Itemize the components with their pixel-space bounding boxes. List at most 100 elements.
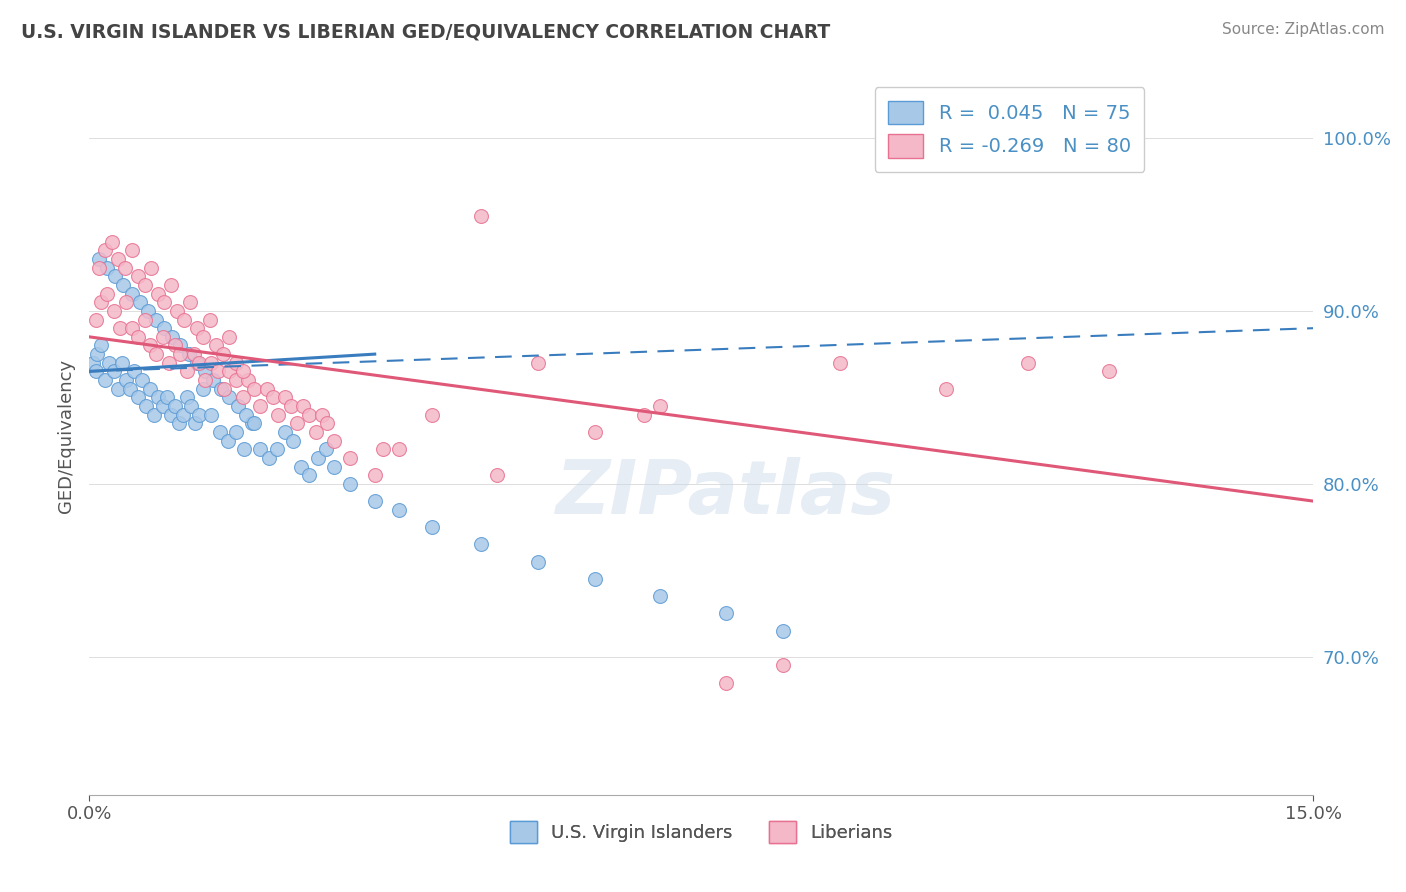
Point [162, 330, 184, 344]
Point [470, 209, 492, 223]
Point [152, 399, 174, 413]
Point [231, 390, 253, 404]
Point [298, 408, 321, 422]
Point [107, 252, 129, 266]
Point [134, 277, 156, 292]
Point [127, 390, 149, 404]
Point [167, 417, 190, 431]
Point [82, 356, 104, 370]
Point [118, 382, 141, 396]
Point [103, 364, 125, 378]
Point [179, 295, 201, 310]
Point [315, 442, 337, 457]
Point [650, 589, 672, 603]
Point [257, 450, 280, 465]
Point [305, 425, 328, 439]
Point [186, 356, 208, 370]
Point [212, 347, 235, 361]
Point [828, 356, 851, 370]
Point [280, 399, 302, 413]
Point [218, 330, 240, 344]
Point [108, 321, 131, 335]
Point [84, 312, 107, 326]
Point [235, 408, 257, 422]
Point [285, 417, 308, 431]
Point [388, 442, 411, 457]
Point [122, 364, 145, 378]
Point [633, 408, 655, 422]
Point [139, 338, 162, 352]
Point [172, 408, 194, 422]
Point [243, 382, 266, 396]
Point [135, 399, 157, 413]
Point [291, 399, 314, 413]
Point [307, 450, 329, 465]
Point [583, 425, 606, 439]
Point [371, 442, 394, 457]
Point [267, 408, 290, 422]
Point [322, 434, 344, 448]
Point [527, 356, 550, 370]
Point [96, 260, 118, 275]
Point [218, 390, 240, 404]
Point [127, 330, 149, 344]
Point [388, 502, 411, 516]
Point [143, 408, 166, 422]
Point [146, 286, 169, 301]
Point [103, 304, 125, 318]
Point [148, 390, 170, 404]
Point [101, 235, 124, 249]
Point [249, 442, 271, 457]
Point [274, 390, 297, 404]
Text: U.S. VIRGIN ISLANDER VS LIBERIAN GED/EQUIVALENCY CORRELATION CHART: U.S. VIRGIN ISLANDER VS LIBERIAN GED/EQU… [21, 22, 831, 41]
Point [169, 347, 191, 361]
Point [772, 658, 794, 673]
Point [218, 364, 240, 378]
Point [121, 286, 143, 301]
Point [159, 408, 181, 422]
Point [339, 476, 361, 491]
Point [90, 295, 112, 310]
Point [114, 260, 136, 275]
Point [225, 356, 247, 370]
Point [200, 356, 222, 370]
Point [128, 295, 150, 310]
Point [184, 417, 207, 431]
Point [1098, 364, 1121, 378]
Point [256, 382, 278, 396]
Point [176, 390, 198, 404]
Point [163, 338, 186, 352]
Point [90, 338, 112, 352]
Point [121, 244, 143, 258]
Point [136, 304, 159, 318]
Point [188, 408, 211, 422]
Point [87, 252, 110, 266]
Point [205, 338, 228, 352]
Point [104, 269, 127, 284]
Point [339, 450, 361, 465]
Point [131, 373, 153, 387]
Point [249, 399, 271, 413]
Point [186, 321, 208, 335]
Point [173, 312, 195, 326]
Point [233, 442, 256, 457]
Point [225, 425, 247, 439]
Point [1017, 356, 1039, 370]
Point [650, 399, 672, 413]
Point [166, 304, 188, 318]
Point [177, 347, 200, 361]
Point [127, 269, 149, 284]
Point [112, 277, 135, 292]
Point [266, 442, 288, 457]
Point [194, 373, 217, 387]
Point [176, 364, 198, 378]
Point [180, 399, 202, 413]
Point [217, 434, 239, 448]
Point [212, 382, 235, 396]
Point [145, 312, 167, 326]
Point [157, 356, 180, 370]
Point [290, 459, 312, 474]
Point [153, 295, 176, 310]
Point [111, 356, 134, 370]
Point [193, 330, 215, 344]
